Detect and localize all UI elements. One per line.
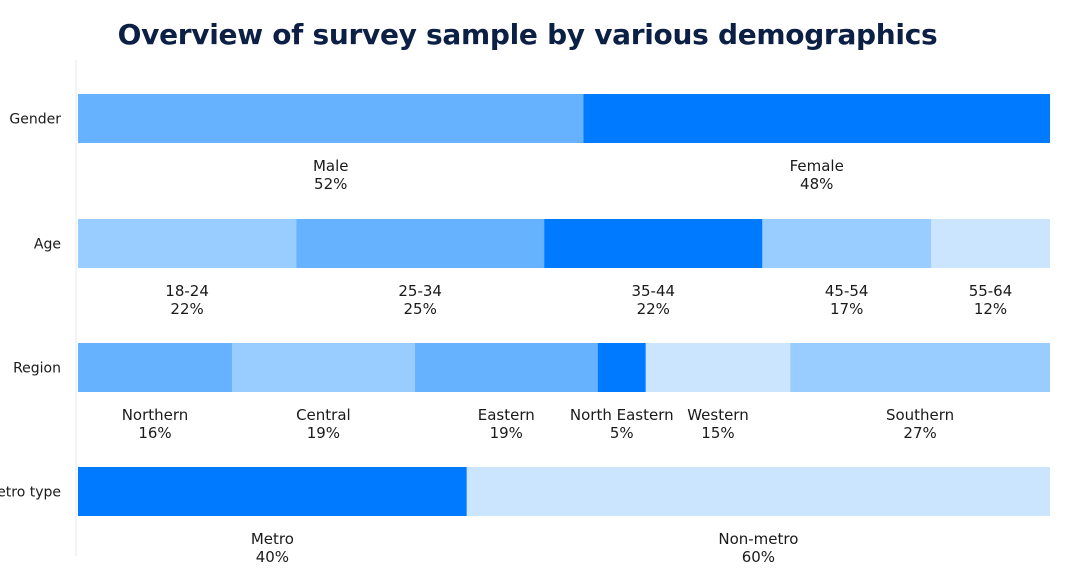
bar-segment-age-18-24 (78, 219, 297, 268)
segment-value-metro-type-non-metro: 60% (742, 548, 775, 566)
segment-value-age-18-24: 22% (170, 300, 203, 318)
segment-label-gender-female: Female (790, 157, 844, 175)
bar-segment-gender-male (78, 94, 584, 143)
segment-value-region-southern: 27% (903, 424, 936, 442)
bar-segment-gender-female (583, 94, 1050, 143)
segment-value-region-northern: 16% (138, 424, 171, 442)
segment-label-metro-type-metro: Metro (251, 530, 294, 548)
bar-segment-region-north-eastern (597, 343, 646, 392)
row-label-region: Region (13, 361, 61, 377)
segment-value-gender-female: 48% (800, 175, 833, 193)
segment-value-region-north-eastern: 5% (610, 424, 634, 442)
segment-label-metro-type-non-metro: Non-metro (718, 530, 798, 548)
segment-value-region-western: 15% (701, 424, 734, 442)
segment-value-age-25-34: 25% (404, 300, 437, 318)
segment-value-region-central: 19% (307, 424, 340, 442)
segment-label-region-southern: Southern (886, 406, 954, 424)
bar-segment-region-southern (790, 343, 1050, 392)
segment-value-age-55-64: 12% (974, 300, 1007, 318)
segment-label-region-central: Central (296, 406, 351, 424)
segment-value-age-35-44: 22% (637, 300, 670, 318)
bar-segment-age-45-54 (762, 219, 931, 268)
segment-label-region-northern: Northern (122, 406, 189, 424)
segment-label-age-25-34: 25-34 (398, 282, 442, 300)
segment-label-region-western: Western (687, 406, 749, 424)
segment-label-age-45-54: 45-54 (825, 282, 869, 300)
segment-label-region-eastern: Eastern (478, 406, 535, 424)
segment-label-gender-male: Male (313, 157, 349, 175)
bar-segment-region-western (645, 343, 791, 392)
segment-label-age-55-64: 55-64 (969, 282, 1013, 300)
segment-value-metro-type-metro: 40% (256, 548, 289, 566)
row-label-age: Age (34, 237, 61, 253)
bar-segment-region-eastern (414, 343, 598, 392)
bar-segment-age-25-34 (296, 219, 545, 268)
segment-label-region-north-eastern: North Eastern (570, 406, 674, 424)
bar-segment-region-northern (78, 343, 232, 392)
bar-segment-age-55-64 (930, 219, 1050, 268)
row-label-gender: Gender (9, 112, 61, 128)
segment-value-region-eastern: 19% (490, 424, 523, 442)
row-label-metro-type: Metro type (0, 485, 61, 501)
bar-segment-metro-type-metro (78, 467, 467, 516)
segment-value-gender-male: 52% (314, 175, 347, 193)
chart-title: Overview of survey sample by various dem… (117, 18, 938, 51)
segment-label-age-35-44: 35-44 (631, 282, 675, 300)
segment-value-age-45-54: 17% (830, 300, 863, 318)
segment-label-age-18-24: 18-24 (165, 282, 209, 300)
bar-segment-age-35-44 (544, 219, 763, 268)
bar-segment-region-central (231, 343, 415, 392)
bar-segment-metro-type-non-metro (466, 467, 1050, 516)
